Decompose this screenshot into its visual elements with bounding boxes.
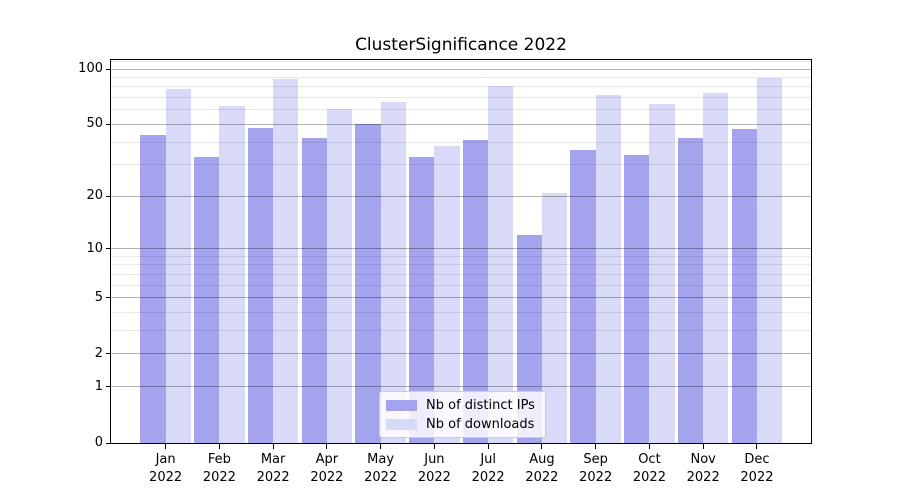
y-tick-mark-1 — [106, 386, 111, 388]
legend-swatch-distinct-ips — [386, 400, 417, 411]
bar-downloads-apr — [326, 108, 353, 443]
gridline-minor-9 — [111, 255, 811, 257]
x-tick-mark-feb — [218, 444, 220, 449]
bar-distinct-ips-may — [355, 124, 381, 443]
legend: Nb of distinct IPs Nb of downloads — [379, 391, 546, 438]
x-tick-mark-jun — [433, 444, 435, 449]
y-tick-label-50: 50 — [86, 116, 103, 132]
gridline-minor-70 — [111, 97, 811, 99]
gridline-minor-3 — [111, 330, 811, 332]
legend-item-downloads: Nb of downloads — [386, 415, 545, 434]
x-tick-mark-apr — [326, 444, 328, 449]
gridline-minor-110 — [111, 60, 811, 62]
chart-title: ClusterSignificance 2022 — [355, 35, 567, 55]
gridline-minor-30 — [111, 164, 811, 166]
gridline-major-50 — [111, 123, 811, 125]
x-tick-label-nov: Nov 2022 — [686, 452, 720, 485]
bar-distinct-ips-oct — [624, 154, 650, 443]
y-tick-mark-100 — [106, 68, 111, 70]
x-tick-label-jan: Jan 2022 — [149, 452, 183, 485]
gridline-major-100 — [111, 68, 811, 70]
bar-downloads-jul — [488, 85, 514, 443]
x-tick-mark-nov — [702, 444, 704, 449]
bar-downloads-jan — [165, 89, 191, 443]
legend-item-distinct-ips: Nb of distinct IPs — [386, 396, 545, 415]
x-tick-label-jun: Jun 2022 — [417, 452, 451, 485]
gridline-major-5 — [111, 297, 811, 299]
gridline-major-1 — [111, 386, 811, 388]
x-tick-label-feb: Feb 2022 — [202, 452, 236, 485]
bar-downloads-feb — [219, 106, 245, 443]
bar-downloads-sep — [595, 95, 621, 443]
x-tick-label-aug: Aug 2022 — [525, 452, 559, 485]
bar-distinct-ips-mar — [247, 127, 274, 443]
x-tick-mark-jan — [165, 444, 167, 449]
x-tick-label-jul: Jul 2022 — [471, 452, 505, 485]
y-tick-label-5: 5 — [94, 289, 103, 305]
x-tick-mark-oct — [648, 444, 650, 449]
bar-distinct-ips-jan — [140, 134, 166, 443]
bar-downloads-aug — [541, 192, 568, 443]
y-tick-label-10: 10 — [86, 240, 103, 256]
bar-downloads-oct — [649, 103, 675, 443]
legend-swatch-downloads — [386, 419, 417, 430]
bar-downloads-may — [380, 102, 406, 443]
bar-distinct-ips-nov — [677, 138, 704, 443]
bar-distinct-ips-sep — [570, 150, 596, 443]
plot-border — [110, 59, 812, 444]
gridline-minor-60 — [111, 109, 811, 111]
gridline-minor-6 — [111, 284, 811, 286]
x-tick-mark-may — [380, 444, 382, 449]
gridline-minor-8 — [111, 264, 811, 266]
x-tick-mark-aug — [541, 444, 543, 449]
x-tick-mark-mar — [272, 444, 274, 449]
y-tick-label-20: 20 — [86, 188, 103, 204]
bar-downloads-mar — [273, 79, 299, 443]
legend-label-distinct-ips: Nb of distinct IPs — [426, 398, 535, 413]
y-tick-mark-50 — [106, 123, 111, 125]
gridline-minor-40 — [111, 141, 811, 143]
x-tick-label-mar: Mar 2022 — [256, 452, 290, 485]
y-tick-label-1: 1 — [94, 378, 103, 394]
x-tick-mark-sep — [595, 444, 597, 449]
gridline-major-2 — [111, 353, 811, 355]
legend-label-downloads: Nb of downloads — [426, 417, 535, 432]
x-tick-mark-jul — [487, 444, 489, 449]
y-tick-mark-0 — [106, 442, 111, 444]
gridline-major-10 — [111, 248, 811, 250]
y-tick-mark-2 — [106, 353, 111, 355]
bar-distinct-ips-apr — [301, 138, 327, 443]
x-tick-label-oct: Oct 2022 — [632, 452, 666, 485]
bar-downloads-nov — [703, 93, 729, 443]
y-tick-label-0: 0 — [94, 435, 103, 450]
y-tick-label-2: 2 — [94, 345, 103, 361]
gridline-minor-7 — [111, 274, 811, 276]
y-tick-mark-20 — [106, 195, 111, 197]
y-tick-mark-5 — [106, 297, 111, 299]
x-tick-label-may: May 2022 — [364, 452, 398, 485]
gridline-minor-90 — [111, 77, 811, 79]
x-tick-label-sep: Sep 2022 — [579, 452, 613, 485]
gridline-major-20 — [111, 195, 811, 197]
x-tick-label-dec: Dec 2022 — [740, 452, 774, 485]
y-tick-mark-10 — [106, 248, 111, 250]
bar-distinct-ips-feb — [194, 157, 220, 443]
bar-downloads-dec — [756, 77, 783, 443]
gridline-minor-80 — [111, 86, 811, 88]
x-tick-mark-dec — [756, 444, 758, 449]
y-tick-label-100: 100 — [78, 61, 103, 77]
gridline-minor-4 — [111, 312, 811, 314]
x-tick-label-apr: Apr 2022 — [310, 452, 344, 485]
bar-distinct-ips-dec — [731, 129, 757, 443]
